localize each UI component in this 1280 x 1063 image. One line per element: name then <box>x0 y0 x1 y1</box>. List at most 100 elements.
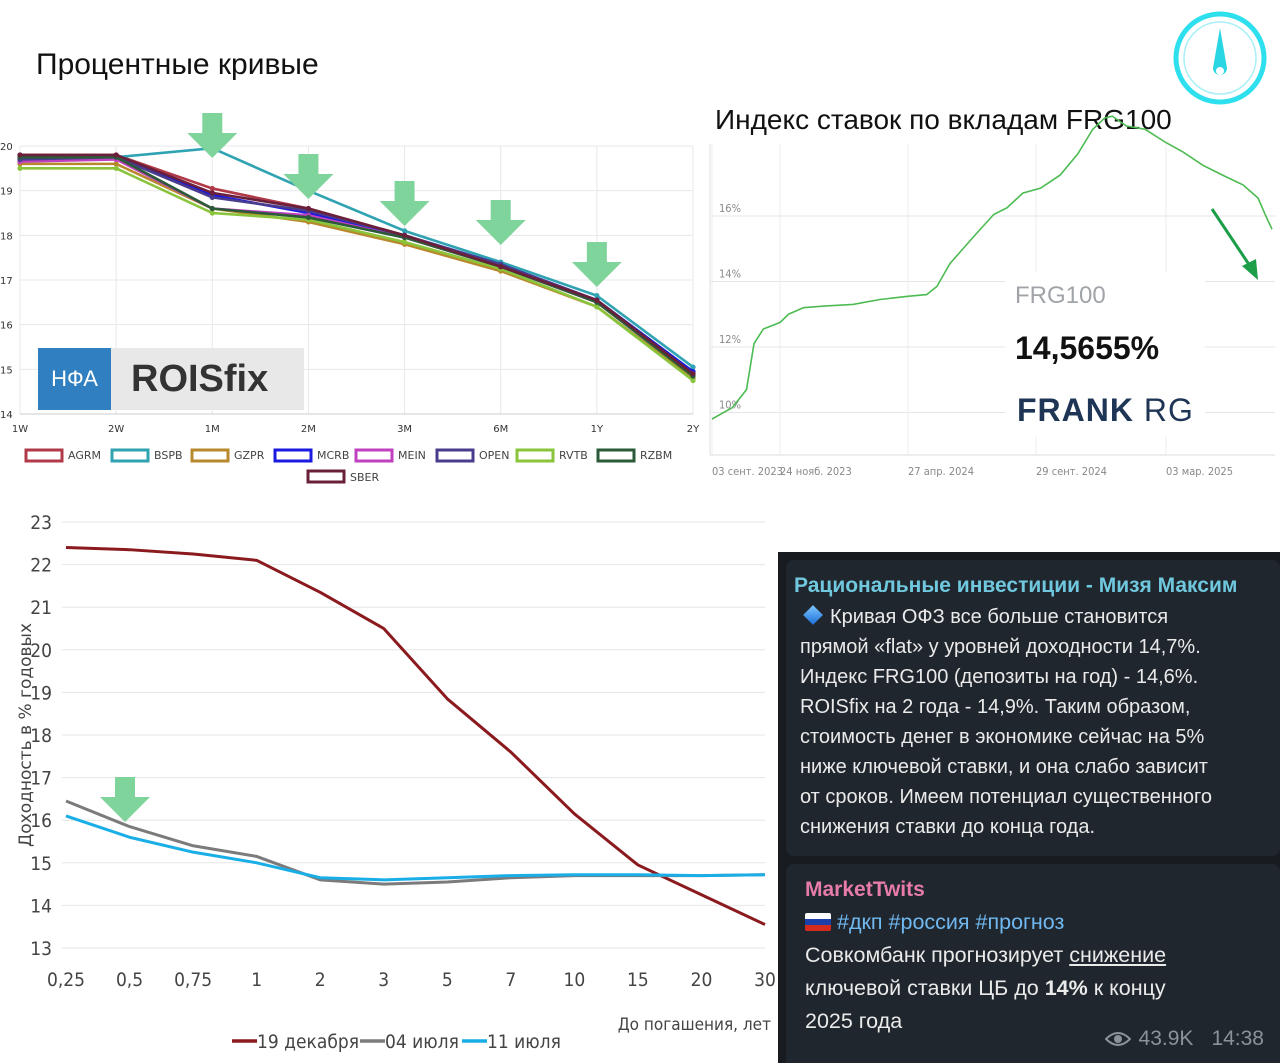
underlined-link[interactable]: снижение <box>1069 943 1167 967</box>
x-tick-label: 3M <box>397 424 412 435</box>
frg-card-value: 14,5655% <box>1015 330 1160 366</box>
series-line <box>65 799 766 886</box>
x-tick-label: 10 <box>563 969 585 991</box>
legend-swatch <box>306 469 346 484</box>
series-line-bspb <box>19 146 694 369</box>
x-tick-label: 6M <box>493 424 508 435</box>
y-tick-label: 20 <box>0 142 13 153</box>
roisfix-badge: НФА ROISfix <box>38 348 304 410</box>
series-line-frg100 <box>711 115 1273 420</box>
legend-item: RVTB <box>515 448 588 463</box>
x-tick-label: 2M <box>301 424 316 435</box>
y-tick-label: 19 <box>30 682 52 704</box>
x-tick-label: 0,75 <box>174 969 212 991</box>
data-point <box>113 165 119 171</box>
message-author[interactable]: MarketTwits <box>805 878 925 901</box>
series-line-rvtb <box>20 167 694 382</box>
x-tick-label: 1W <box>12 424 28 435</box>
y-tick-label: 12% <box>719 333 741 346</box>
x-tick-label: 20 <box>691 969 713 991</box>
series-line-sber <box>20 153 694 375</box>
y-tick-label: 20 <box>30 640 52 662</box>
data-point <box>594 293 600 299</box>
x-tick-label: 2Y <box>687 424 700 435</box>
y-tick-label: 14 <box>0 410 13 421</box>
legend-label: 19 декабря <box>257 1031 359 1053</box>
legend-swatch <box>190 448 230 463</box>
y-tick-label: 14 <box>30 895 52 917</box>
y-tick-label: 18 <box>0 231 13 242</box>
x-tick-label: 2 <box>315 969 326 991</box>
message-meta: 43.9K 14:38 <box>1104 1027 1264 1051</box>
legend-item: 04 июля <box>360 1031 459 1053</box>
compass-logo-icon <box>1173 11 1267 105</box>
data-point <box>401 228 408 234</box>
y-tick-label: 16 <box>0 321 13 332</box>
legend-label: RVTB <box>559 449 588 462</box>
frg-card-label: FRG100 <box>1015 282 1106 309</box>
x-tick-label: 03 мар. 2025 <box>1166 465 1233 478</box>
legend-item: BSPB <box>110 448 183 463</box>
x-tick-label: 2W <box>108 424 124 435</box>
data-point <box>113 152 119 158</box>
trend-arrow-head <box>1242 259 1258 280</box>
y-tick-label: 15 <box>30 853 52 875</box>
view-count: 43.9K <box>1138 1027 1194 1050</box>
data-point <box>594 304 600 310</box>
legend-item: GZPR <box>190 448 265 463</box>
telegram-message[interactable]: MarketTwits #дкп #россия #прогноз Совком… <box>786 864 1280 1063</box>
nfa-logo: НФА <box>38 348 111 410</box>
legend-swatch <box>596 448 636 463</box>
legend-label: MEIN <box>398 449 426 462</box>
legend-swatch <box>515 448 555 463</box>
x-tick-label: 1Y <box>591 424 604 435</box>
legend-item: 11 июля <box>462 1031 561 1053</box>
data-point <box>209 205 215 212</box>
data-point <box>17 165 23 171</box>
y-tick-label: 19 <box>0 187 13 198</box>
message-author[interactable]: Рациональные инвестиции - Мизя Максим <box>794 574 1238 597</box>
down-arrow-icon <box>100 777 150 822</box>
legend-swatch <box>24 448 64 463</box>
data-point <box>209 190 215 196</box>
x-tick-label: 27 апр. 2024 <box>908 465 974 478</box>
legend-label: SBER <box>350 471 379 484</box>
down-arrow-icon <box>475 200 526 245</box>
x-axis-title: До погашения, лет <box>618 1015 771 1035</box>
x-tick-label: 03 сент. 2023 <box>712 465 783 478</box>
legend-swatch <box>110 448 150 463</box>
legend-label: GZPR <box>234 449 265 462</box>
series-line-rzbm <box>20 155 694 378</box>
frank-rg-logo: FRANK RG <box>1017 392 1194 428</box>
down-arrow-icon <box>571 242 622 287</box>
data-point <box>17 152 23 158</box>
x-tick-label: 1M <box>205 424 220 435</box>
russia-flag-icon <box>805 913 831 931</box>
y-tick-label: 18 <box>30 725 52 747</box>
legend-label: MCRB <box>317 449 349 462</box>
message-time: 14:38 <box>1211 1027 1264 1050</box>
legend-item: SBER <box>306 469 379 484</box>
y-tick-label: 13 <box>30 938 52 960</box>
telegram-message[interactable]: Рациональные инвестиции - Мизя Максим Кр… <box>786 560 1280 856</box>
y-tick-label: 21 <box>30 597 52 619</box>
legend-label: AGRM <box>68 449 101 462</box>
data-point <box>690 364 696 370</box>
y-tick-label: 14% <box>719 267 741 280</box>
data-point <box>209 185 215 192</box>
hashtags[interactable]: #дкп #россия #прогноз <box>837 910 1065 934</box>
data-point <box>401 232 408 238</box>
data-point <box>498 264 504 270</box>
legend-item: MEIN <box>354 448 426 463</box>
telegram-panel: Рациональные инвестиции - Мизя Максим Кр… <box>778 552 1280 1063</box>
y-tick-label: 10% <box>719 398 741 411</box>
y-axis-title: Доходность в % годовых <box>16 623 36 847</box>
frg-chart-title: Индекс ставок по вкладам FRG100 <box>715 104 1172 135</box>
x-tick-label: 30 <box>754 969 776 991</box>
data-point <box>690 371 696 377</box>
x-tick-label: 24 нояб. 2023 <box>780 465 852 478</box>
down-arrow-icon <box>379 181 430 226</box>
data-point <box>305 214 312 221</box>
y-tick-label: 17 <box>30 768 52 790</box>
legend-item: 19 декабря <box>232 1031 359 1053</box>
